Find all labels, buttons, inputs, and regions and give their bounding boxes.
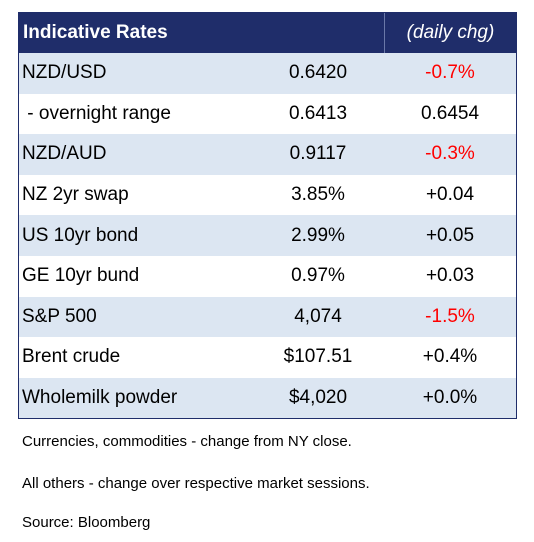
- row-change: +0.0%: [422, 387, 478, 409]
- row-label: US 10yr bond: [22, 224, 139, 246]
- table-header: Indicative Rates (daily chg): [19, 13, 516, 53]
- table-row: NZ 2yr swap 3.85% +0.04: [19, 175, 516, 216]
- table-row: Brent crude $107.51 +0.4%: [19, 337, 516, 378]
- row-value: 0.9117: [289, 143, 347, 165]
- row-label: Brent crude: [22, 346, 121, 368]
- table-row: NZD/USD 0.6420 -0.7%: [19, 53, 516, 94]
- row-value: 2.99%: [291, 224, 345, 246]
- source-note: Source: Bloomberg: [22, 514, 151, 531]
- row-value: 0.6420: [288, 62, 348, 84]
- row-label: NZD/AUD: [22, 143, 107, 165]
- row-change: +0.05: [425, 224, 475, 246]
- indicative-rates-table: Indicative Rates (daily chg) NZD/USD 0.64…: [18, 12, 517, 420]
- row-value: $107.51: [283, 346, 353, 368]
- row-change: +0.03: [425, 265, 475, 287]
- row-label: GE 10yr bund: [22, 265, 140, 287]
- row-value: $4,020: [288, 387, 348, 409]
- row-value: 4,074: [294, 305, 342, 327]
- row-label: Wholemilk powder: [22, 387, 178, 409]
- row-change: +0.04: [425, 184, 475, 206]
- row-label: NZ 2yr swap: [22, 184, 129, 206]
- row-change: 0.6454: [420, 102, 480, 124]
- row-change: -1.5%: [425, 305, 475, 327]
- table-body: NZD/USD 0.6420 -0.7% - overnight range 0.64…: [19, 53, 516, 419]
- table-row: S&P 500 4,074 -1.5%: [19, 296, 516, 338]
- row-value: 3.85%: [291, 184, 345, 206]
- row-change: +0.4%: [422, 346, 478, 368]
- note-currencies: Currencies, commodities - change from NY…: [22, 433, 352, 450]
- row-value: 0.97%: [291, 265, 345, 287]
- table-row: GE 10yr bund 0.97% +0.03: [19, 256, 516, 297]
- row-change: -0.3%: [425, 143, 475, 165]
- row-label: NZD/USD: [22, 62, 107, 84]
- table-row: Wholemilk powder $4,020 +0.0%: [19, 377, 516, 419]
- table-title: Indicative Rates: [23, 22, 168, 43]
- row-label: - overnight range: [22, 102, 171, 124]
- note-sessions: All others - change over respective mark…: [22, 475, 370, 492]
- daily-change-header: (daily chg): [384, 13, 516, 53]
- table-row: NZD/AUD 0.9117 -0.3%: [19, 134, 516, 175]
- row-value: 0.6413: [288, 102, 348, 124]
- row-label: S&P 500: [22, 305, 97, 327]
- table-row: US 10yr bond 2.99% +0.05: [19, 215, 516, 256]
- row-change: -0.7%: [425, 62, 475, 84]
- table-row: - overnight range 0.6413 0.6454: [19, 94, 516, 135]
